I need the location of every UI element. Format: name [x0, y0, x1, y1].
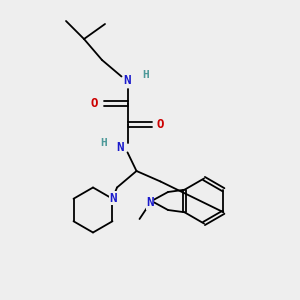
Text: O: O [157, 118, 164, 131]
Text: N: N [109, 192, 117, 205]
Text: N: N [124, 74, 131, 88]
Text: H: H [100, 137, 107, 148]
Text: H: H [142, 70, 149, 80]
Text: N: N [116, 141, 124, 154]
Text: O: O [91, 97, 98, 110]
Text: N: N [146, 196, 154, 209]
